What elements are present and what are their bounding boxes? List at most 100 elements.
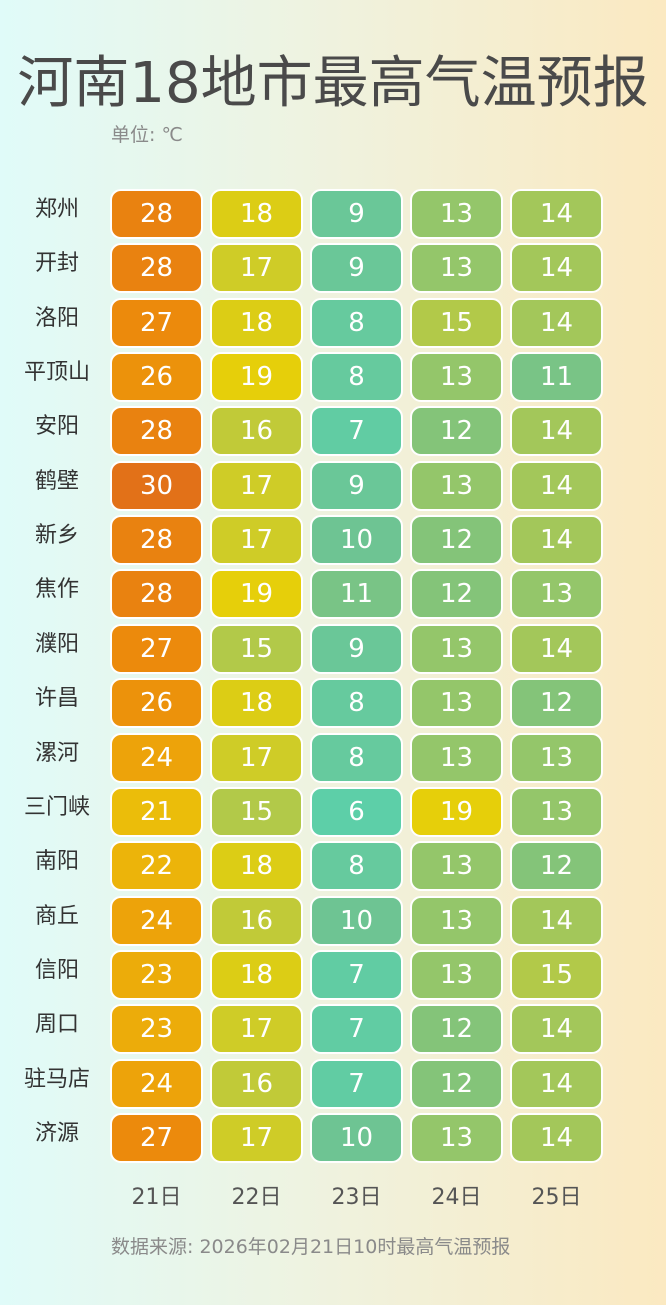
heatmap-cell: 27 bbox=[110, 297, 203, 348]
heatmap-cell: 12 bbox=[410, 1004, 503, 1055]
heatmap-cell: 28 bbox=[110, 515, 203, 566]
heatmap-cell: 9 bbox=[310, 623, 403, 674]
heatmap-cell: 17 bbox=[210, 515, 303, 566]
day-label: 24日 bbox=[431, 1185, 482, 1211]
heatmap-cell: 16 bbox=[210, 1058, 303, 1109]
heatmap-cell: 13 bbox=[410, 1112, 503, 1163]
city-label: 信阳 bbox=[34, 957, 79, 983]
heatmap-cell: 14 bbox=[510, 895, 603, 946]
heatmap-cell: 21 bbox=[110, 786, 203, 837]
heatmap-cell: 12 bbox=[410, 515, 503, 566]
heatmap-cell: 28 bbox=[110, 243, 203, 294]
heatmap-cell: 17 bbox=[210, 243, 303, 294]
heatmap-cell: 15 bbox=[510, 949, 603, 1000]
heatmap-cell: 17 bbox=[210, 1112, 303, 1163]
city-label: 许昌 bbox=[34, 686, 79, 712]
heatmap-cell: 26 bbox=[110, 352, 203, 403]
heatmap-cell: 23 bbox=[110, 949, 203, 1000]
heatmap-cell: 12 bbox=[510, 678, 603, 729]
heatmap-cell: 17 bbox=[210, 732, 303, 783]
heatmap-cell: 10 bbox=[310, 1112, 403, 1163]
heatmap-cell: 11 bbox=[510, 352, 603, 403]
city-label: 洛阳 bbox=[34, 305, 79, 331]
heatmap-cell: 24 bbox=[110, 895, 203, 946]
heatmap-cell: 15 bbox=[210, 623, 303, 674]
heatmap-cell: 13 bbox=[410, 949, 503, 1000]
day-label: 23日 bbox=[331, 1185, 382, 1211]
heatmap-cell: 13 bbox=[410, 732, 503, 783]
page-title: 河南18地市最高气温预报 bbox=[17, 51, 649, 116]
heatmap-cell: 27 bbox=[110, 1112, 203, 1163]
heatmap-cell: 16 bbox=[210, 895, 303, 946]
heatmap-cell: 7 bbox=[310, 1004, 403, 1055]
heatmap-cell: 16 bbox=[210, 406, 303, 457]
heatmap-cell: 7 bbox=[310, 1058, 403, 1109]
city-label: 平顶山 bbox=[23, 360, 90, 386]
city-label: 驻马店 bbox=[23, 1066, 90, 1092]
heatmap-cell: 19 bbox=[410, 786, 503, 837]
heatmap-cell: 26 bbox=[110, 678, 203, 729]
heatmap-cell: 18 bbox=[210, 841, 303, 892]
city-label: 漯河 bbox=[34, 740, 79, 766]
heatmap-cell: 13 bbox=[410, 189, 503, 239]
city-label: 南阳 bbox=[34, 849, 79, 875]
heatmap-cell: 14 bbox=[510, 623, 603, 674]
city-label: 焦作 bbox=[34, 577, 79, 603]
heatmap-cell: 14 bbox=[510, 297, 603, 348]
heatmap-cell: 18 bbox=[210, 297, 303, 348]
city-label: 濮阳 bbox=[34, 631, 79, 657]
heatmap-cell: 14 bbox=[510, 1112, 603, 1163]
city-label: 开封 bbox=[34, 251, 79, 277]
heatmap-cell: 14 bbox=[510, 460, 603, 511]
heatmap-cell: 17 bbox=[210, 460, 303, 511]
heatmap-cell: 8 bbox=[310, 841, 403, 892]
heatmap-cell: 17 bbox=[210, 1004, 303, 1055]
heatmap-cell: 8 bbox=[310, 678, 403, 729]
heatmap-cell: 13 bbox=[410, 841, 503, 892]
heatmap-cell: 13 bbox=[410, 460, 503, 511]
heatmap-cell: 8 bbox=[310, 297, 403, 348]
city-label: 鹤壁 bbox=[34, 468, 79, 494]
heatmap-cell: 27 bbox=[110, 623, 203, 674]
heatmap-cell: 13 bbox=[510, 569, 603, 620]
heatmap-cell: 18 bbox=[210, 949, 303, 1000]
heatmap-cell: 13 bbox=[510, 732, 603, 783]
heatmap-cell: 11 bbox=[310, 569, 403, 620]
heatmap-cell: 10 bbox=[310, 895, 403, 946]
heatmap-cell: 28 bbox=[110, 569, 203, 620]
heatmap-cell: 14 bbox=[510, 515, 603, 566]
heatmap-cell: 24 bbox=[110, 732, 203, 783]
heatmap-cell: 15 bbox=[210, 786, 303, 837]
heatmap-cell: 14 bbox=[510, 1004, 603, 1055]
heatmap-cell: 19 bbox=[210, 569, 303, 620]
heatmap-cell: 24 bbox=[110, 1058, 203, 1109]
heatmap-cell: 14 bbox=[510, 1058, 603, 1109]
heatmap-cell: 13 bbox=[410, 352, 503, 403]
city-label: 商丘 bbox=[34, 903, 79, 929]
city-label: 安阳 bbox=[34, 414, 79, 440]
heatmap-cell: 7 bbox=[310, 949, 403, 1000]
day-label: 21日 bbox=[131, 1185, 182, 1211]
heatmap-cell: 22 bbox=[110, 841, 203, 892]
heatmap-cell: 14 bbox=[510, 189, 603, 239]
day-label: 25日 bbox=[531, 1185, 582, 1211]
heatmap-cell: 12 bbox=[410, 1058, 503, 1109]
city-label: 郑州 bbox=[34, 197, 79, 222]
heatmap-cell: 23 bbox=[110, 1004, 203, 1055]
heatmap-cell: 19 bbox=[210, 352, 303, 403]
heatmap-cell: 13 bbox=[410, 678, 503, 729]
heatmap-cell: 9 bbox=[310, 243, 403, 294]
heatmap-cell: 12 bbox=[510, 841, 603, 892]
heatmap-cell: 13 bbox=[410, 623, 503, 674]
heatmap-cell: 12 bbox=[410, 569, 503, 620]
city-label: 周口 bbox=[34, 1012, 79, 1038]
city-label: 三门峡 bbox=[23, 794, 90, 820]
heatmap-cell: 28 bbox=[110, 189, 203, 239]
heatmap-cell: 30 bbox=[110, 460, 203, 511]
heatmap-cell: 8 bbox=[310, 732, 403, 783]
heatmap-cell: 10 bbox=[310, 515, 403, 566]
day-label: 22日 bbox=[231, 1185, 282, 1211]
heatmap-cell: 28 bbox=[110, 406, 203, 457]
city-label: 新乡 bbox=[34, 523, 79, 549]
